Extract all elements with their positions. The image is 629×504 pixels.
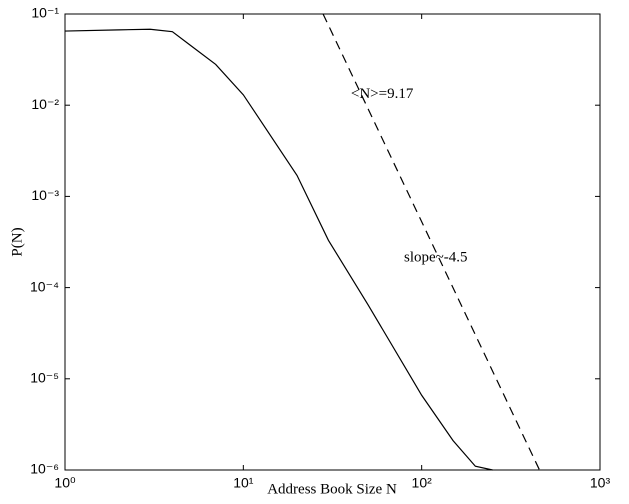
x-axis-label: Address Book Size N bbox=[267, 481, 397, 497]
plot-frame bbox=[64, 13, 601, 471]
y-tick-label: 10⁻² bbox=[31, 96, 59, 112]
y-axis-label: P(N) bbox=[9, 227, 25, 256]
y-tick-label: 10⁻⁴ bbox=[30, 278, 59, 294]
data-line bbox=[322, 13, 541, 471]
x-tick-label: 10⁰ bbox=[54, 475, 76, 491]
annotation: slope~-4.5 bbox=[404, 250, 468, 266]
y-tick-label: 10⁻³ bbox=[31, 187, 59, 203]
data-line bbox=[64, 28, 493, 471]
y-tick-label: 10⁻¹ bbox=[31, 5, 59, 21]
x-tick-label: 10² bbox=[412, 475, 433, 491]
annotation: <N>=9.17 bbox=[351, 86, 414, 102]
x-tick-label: 10¹ bbox=[233, 475, 254, 491]
y-tick-label: 10⁻⁵ bbox=[30, 370, 59, 386]
y-tick-label: 10⁻⁶ bbox=[30, 461, 59, 477]
x-tick-label: 10³ bbox=[590, 475, 611, 491]
